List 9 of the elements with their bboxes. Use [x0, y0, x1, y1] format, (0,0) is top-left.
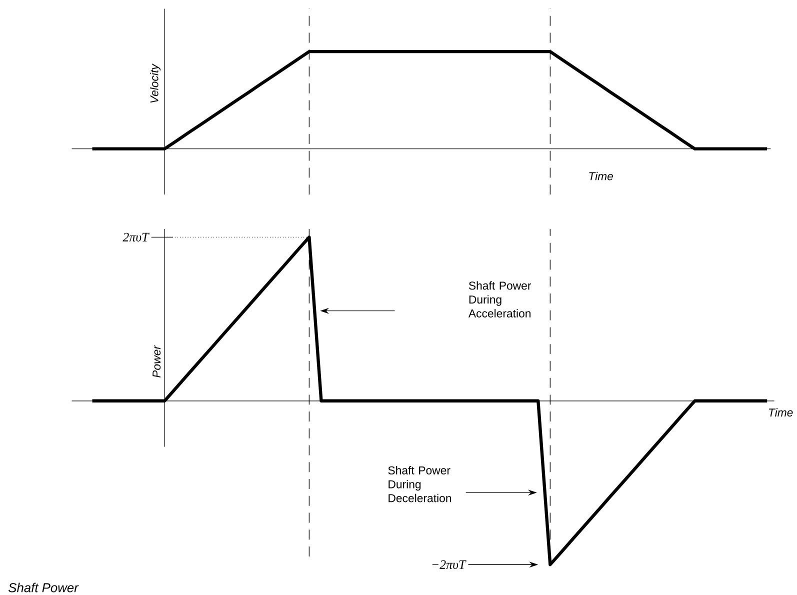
- text: Shaft Power: [8, 582, 79, 592]
- annotation: −2πυT: [432, 560, 466, 569]
- annotation: Shaft Power During Deceleration: [388, 466, 452, 502]
- x-axis-title: Time: [589, 172, 614, 180]
- y-axis-title: Velocity: [150, 63, 161, 102]
- y-axis-title: Power: [152, 344, 161, 378]
- annotation: Shaft Power During Acceleration: [468, 281, 532, 318]
- x-axis-title: Time: [768, 408, 793, 416]
- annotation: 2πυT: [122, 232, 150, 242]
